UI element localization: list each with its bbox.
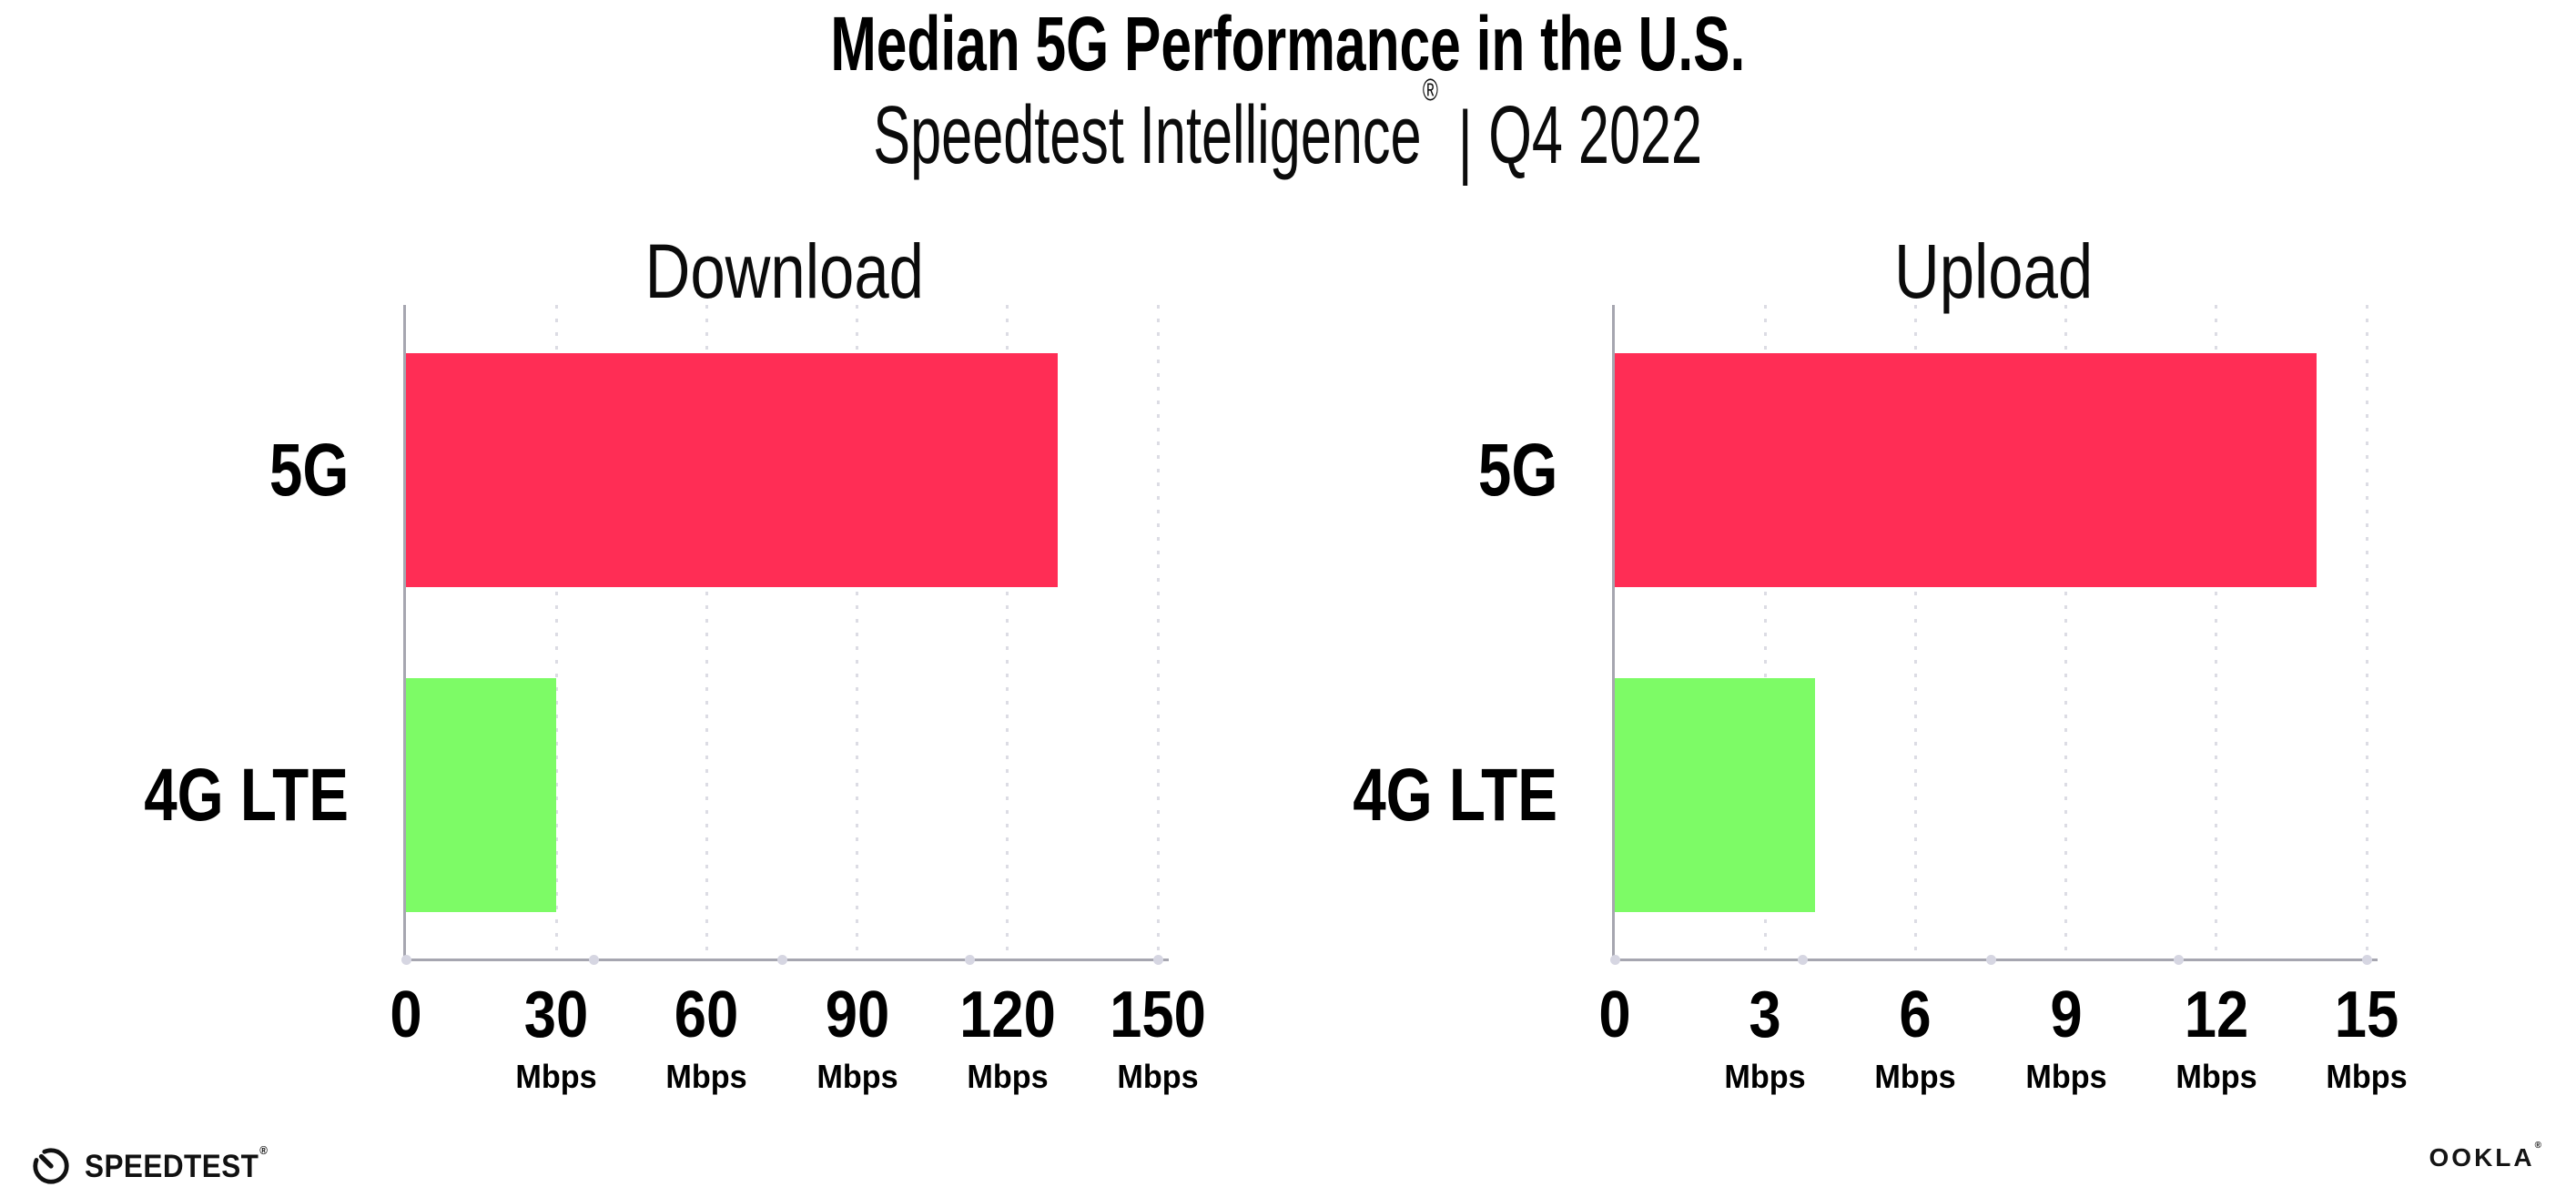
x-tick-120: 120 Mbps xyxy=(926,982,1090,1093)
x-tick-value: 90 xyxy=(825,979,889,1051)
x-tick-6: 6 Mbps xyxy=(1833,982,1997,1093)
gridline-15-mbps xyxy=(2365,305,2368,959)
x-tick-unit: Mbps xyxy=(515,1058,597,1095)
gridline-12-mbps xyxy=(2215,305,2218,959)
chart-download: Download 5G 4G LTE 0 30 Mbps 60 Mbps 90 Mbps 12… xyxy=(144,0,1206,1197)
x-tick-3: 3 Mbps xyxy=(1683,982,1847,1093)
axis-marker-dot xyxy=(1798,955,1808,965)
x-tick-30: 30 Mbps xyxy=(474,982,638,1093)
x-tick-15: 15 Mbps xyxy=(2285,982,2449,1093)
x-tick-unit: Mbps xyxy=(1117,1058,1199,1095)
chart-title-download: Download xyxy=(644,228,925,314)
axis-marker-dot xyxy=(589,955,599,965)
speedtest-wordmark: SPEEDTEST® xyxy=(85,1142,269,1184)
axis-marker-dot xyxy=(1152,955,1163,965)
gridline-30-mbps xyxy=(554,305,558,959)
x-tick-0: 0 xyxy=(1533,982,1697,1048)
x-tick-value: 0 xyxy=(1598,979,1631,1051)
subtitle-brand: Speedtest Intelligence xyxy=(873,90,1422,181)
x-tick-unit: Mbps xyxy=(1724,1058,1806,1095)
gridline-9-mbps xyxy=(2064,305,2068,959)
ylabel-4g-lte: 4G LTE xyxy=(1353,753,1557,837)
x-tick-value: 9 xyxy=(2049,979,2083,1051)
x-tick-unit: Mbps xyxy=(665,1058,748,1095)
axis-marker-dot xyxy=(1609,955,1620,965)
bar-5g-upload xyxy=(1615,353,2317,587)
x-tick-150: 150 Mbps xyxy=(1076,982,1240,1093)
axis-marker-dot xyxy=(1985,955,1996,965)
ookla-registered-mark: ® xyxy=(2534,1140,2541,1151)
page-subtitle: Speedtest Intelligence® | Q4 2022 xyxy=(0,75,2576,187)
gridline-120-mbps xyxy=(1006,305,1009,959)
axis-marker-dot xyxy=(2174,955,2184,965)
x-tick-90: 90 Mbps xyxy=(776,982,939,1093)
x-tick-9: 9 Mbps xyxy=(1984,982,2148,1093)
x-tick-unit: Mbps xyxy=(2326,1058,2408,1095)
speedtest-logo: SPEEDTEST® xyxy=(30,1143,288,1189)
x-tick-value: 60 xyxy=(674,979,739,1051)
speedtest-registered-mark: ® xyxy=(259,1142,269,1157)
chart-title-upload: Upload xyxy=(1893,228,2094,314)
speedtest-gauge-icon xyxy=(33,1148,69,1184)
x-tick-unit: Mbps xyxy=(1874,1058,1957,1095)
x-tick-unit: Mbps xyxy=(967,1058,1049,1095)
bar-4g-lte-upload xyxy=(1615,678,1816,912)
gridline-6-mbps xyxy=(1913,305,1917,959)
ookla-logo: OOKLA® xyxy=(2429,1140,2541,1172)
x-tick-12: 12 Mbps xyxy=(2135,982,2298,1093)
x-tick-value: 12 xyxy=(2184,979,2249,1051)
x-tick-value: 30 xyxy=(523,979,589,1051)
x-tick-value: 15 xyxy=(2334,979,2399,1051)
axis-marker-dot xyxy=(2361,955,2372,965)
subtitle-period: Q4 2022 xyxy=(1488,90,1703,181)
gridline-60-mbps xyxy=(705,305,708,959)
gridline-90-mbps xyxy=(856,305,859,959)
bar-5g-download xyxy=(406,353,1058,587)
x-tick-unit: Mbps xyxy=(2175,1058,2257,1095)
ookla-wordmark: OOKLA® xyxy=(2429,1140,2541,1172)
axis-marker-dot xyxy=(965,955,975,965)
gridline-150-mbps xyxy=(1156,305,1160,959)
gridline-3-mbps xyxy=(1763,305,1767,959)
x-tick-unit: Mbps xyxy=(2024,1058,2107,1095)
x-tick-value: 120 xyxy=(958,979,1056,1051)
plot-area-upload: 0 3 Mbps 6 Mbps 9 Mbps 12 Mbps 15 Mbps xyxy=(1598,305,2408,1093)
x-tick-value: 150 xyxy=(1110,979,1206,1051)
chart-upload: Upload 5G 4G LTE 0 3 Mbps 6 Mbps 9 Mbps 12 Mbps 1… xyxy=(1353,0,2408,1197)
registered-mark: ® xyxy=(1423,73,1439,107)
x-tick-value: 0 xyxy=(390,979,422,1051)
x-tick-value: 6 xyxy=(1899,979,1932,1051)
page-title: Median 5G Performance in the U.S. xyxy=(830,1,1746,86)
x-tick-0: 0 xyxy=(324,982,488,1048)
axis-marker-dot xyxy=(776,955,787,965)
x-tick-60: 60 Mbps xyxy=(624,982,788,1093)
ylabel-5g: 5G xyxy=(1477,428,1557,512)
subtitle-separator: | xyxy=(1458,96,1473,187)
axis-marker-dot xyxy=(401,955,411,965)
x-tick-unit: Mbps xyxy=(816,1058,898,1095)
ylabel-4g-lte: 4G LTE xyxy=(144,753,349,837)
bar-4g-lte-download xyxy=(406,678,557,912)
x-tick-value: 3 xyxy=(1749,979,1781,1051)
ylabel-5g: 5G xyxy=(269,428,349,512)
plot-area-download: 0 30 Mbps 60 Mbps 90 Mbps 120 Mbps 150 Mbps xyxy=(390,305,1206,1093)
